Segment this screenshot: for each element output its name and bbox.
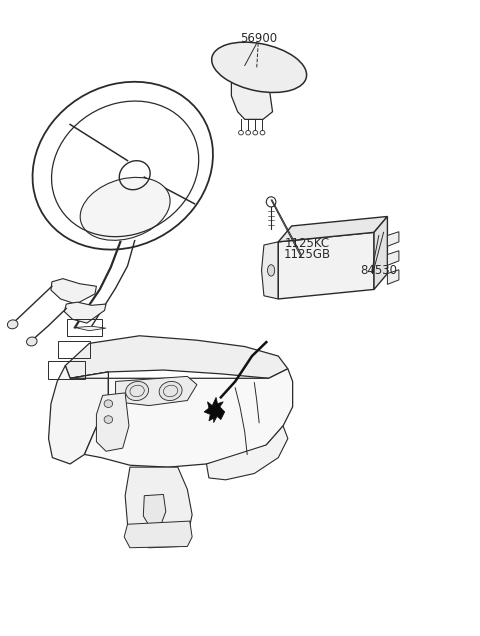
Ellipse shape — [126, 382, 148, 401]
Polygon shape — [387, 232, 399, 246]
Polygon shape — [116, 377, 197, 406]
Polygon shape — [125, 467, 192, 548]
Ellipse shape — [80, 177, 170, 240]
Polygon shape — [48, 366, 108, 464]
Text: 1125KC: 1125KC — [285, 237, 330, 249]
Text: 56900: 56900 — [240, 32, 278, 45]
Ellipse shape — [7, 320, 18, 329]
Polygon shape — [96, 393, 129, 452]
Polygon shape — [144, 494, 166, 525]
Polygon shape — [75, 326, 106, 331]
Polygon shape — [278, 232, 374, 299]
Polygon shape — [278, 216, 387, 242]
Polygon shape — [64, 302, 106, 323]
Polygon shape — [374, 216, 387, 289]
Ellipse shape — [267, 265, 275, 276]
Text: 1125GB: 1125GB — [284, 248, 331, 261]
Polygon shape — [206, 426, 288, 480]
Ellipse shape — [159, 382, 182, 401]
Polygon shape — [51, 279, 96, 304]
Polygon shape — [387, 251, 399, 265]
Ellipse shape — [104, 416, 113, 424]
Polygon shape — [65, 336, 288, 378]
Polygon shape — [262, 242, 278, 299]
Text: 84530: 84530 — [360, 264, 397, 277]
Ellipse shape — [26, 337, 37, 346]
Polygon shape — [231, 77, 273, 120]
Ellipse shape — [212, 42, 307, 92]
Ellipse shape — [104, 400, 113, 408]
Polygon shape — [204, 398, 225, 423]
Polygon shape — [70, 369, 293, 467]
Polygon shape — [124, 521, 192, 548]
Polygon shape — [387, 270, 399, 284]
